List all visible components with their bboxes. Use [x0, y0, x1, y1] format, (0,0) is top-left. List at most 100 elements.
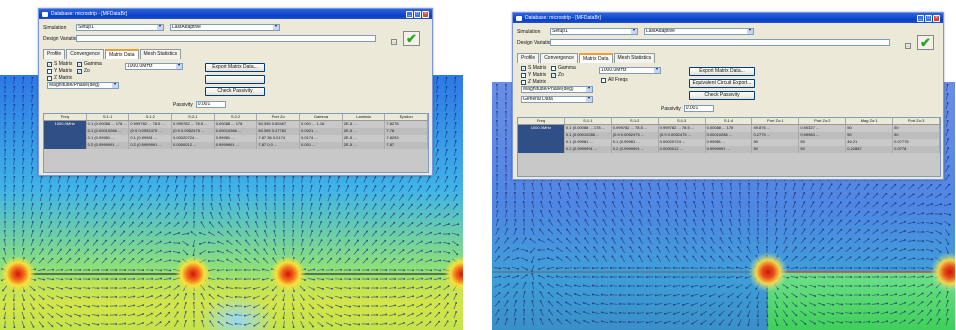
checkbox[interactable] — [47, 75, 52, 81]
field-vector-head — [209, 311, 212, 314]
field-vector — [388, 322, 396, 326]
field-vector — [66, 212, 70, 220]
field-vector-head — [225, 269, 228, 272]
field-vector-head — [243, 314, 246, 317]
checkbox[interactable] — [47, 68, 52, 74]
field-vector-head — [436, 76, 439, 79]
display-format-select[interactable]: Magnitude/Phase(deg) — [47, 82, 119, 89]
disabled-button[interactable] — [205, 75, 265, 84]
field-vector-head — [301, 175, 304, 178]
gamma-option[interactable]: ✓ Gamma — [77, 61, 102, 67]
field-vector — [317, 295, 323, 299]
simulation-select[interactable]: Setup1 — [76, 24, 164, 31]
field-vector — [22, 149, 24, 157]
minimize-button[interactable]: _ — [406, 10, 413, 18]
field-vector — [31, 104, 33, 112]
field-vector-head — [329, 221, 332, 224]
field-vector — [318, 240, 322, 246]
field-vector-head — [4, 193, 7, 196]
table-row[interactable]: 0.1 (0.99981 ... 0.1 (0.99981 ... 0.0002… — [44, 135, 428, 142]
field-vector-head — [150, 212, 152, 215]
column-header[interactable]: S:2:1 — [172, 114, 215, 120]
field-vector-head — [234, 295, 237, 298]
table-row[interactable]: 0.1 (0.00010286 ... (0.9 0.0052475 ... (… — [44, 128, 428, 135]
check-passivity-button[interactable]: Check Passivity — [205, 87, 265, 96]
passivity-field[interactable]: 0.001 — [195, 101, 226, 108]
checkbox[interactable]: ✓ — [77, 68, 82, 74]
field-vector — [318, 185, 322, 193]
field-vector-head — [168, 294, 171, 297]
y-matrix-option[interactable]: Y Matrix — [47, 68, 72, 74]
column-header[interactable]: S:1:2 — [129, 114, 173, 120]
field-vector — [739, 210, 741, 218]
field-vector — [872, 202, 878, 208]
field-vector-head — [803, 219, 806, 222]
field-vector-head — [931, 231, 934, 234]
column-header[interactable]: Lambda — [343, 114, 386, 120]
checkbox[interactable]: ✓ — [77, 61, 82, 67]
field-vector — [363, 204, 367, 210]
field-vector — [444, 321, 448, 327]
field-vector-head — [142, 286, 145, 289]
column-header[interactable]: S:1:1 — [87, 114, 130, 120]
column-header[interactable]: Epsilon — [385, 114, 428, 120]
field-vector-head — [88, 314, 91, 317]
field-vector-head — [140, 194, 143, 197]
column-header[interactable]: S:2:2 — [215, 114, 258, 120]
field-vector-head — [402, 212, 405, 215]
field-vector-head — [656, 246, 659, 249]
field-vector — [917, 184, 923, 190]
field-vector-head — [539, 219, 542, 222]
checkbox[interactable]: ✓ — [47, 61, 52, 67]
s-matrix-option[interactable]: ✓ S Matrix — [47, 61, 73, 67]
field-vector-head — [349, 278, 352, 281]
table-row[interactable]: 1000.0MHz 0.1 (0.00088 ... 178 ... 0.999… — [44, 121, 428, 128]
field-vector — [925, 222, 933, 224]
close-button[interactable]: × — [422, 10, 429, 18]
column-header[interactable]: Freq — [44, 114, 87, 120]
export-matrix-button[interactable]: Export Matrix Data... — [205, 63, 265, 72]
column-header[interactable]: Gamma — [300, 114, 343, 120]
field-vector-head — [376, 322, 379, 325]
field-vector-head — [411, 249, 414, 252]
field-vector — [344, 240, 350, 246]
field-vector-head — [456, 243, 459, 246]
field-vector — [227, 222, 233, 228]
field-vector-head — [922, 257, 925, 260]
field-vector — [21, 311, 25, 319]
field-vector-head — [683, 246, 686, 249]
maximize-button[interactable]: □ — [414, 10, 421, 18]
field-vector-head — [729, 218, 732, 221]
field-vector — [433, 269, 441, 271]
field-vector-head — [86, 185, 89, 187]
green-checkmark-icon[interactable]: ✔ — [403, 31, 420, 46]
design-variation-field[interactable] — [76, 35, 376, 42]
sweep-select[interactable]: LastAdaptive — [170, 24, 280, 31]
field-vector-head — [234, 322, 237, 325]
z-matrix-option[interactable]: Z Matrix — [47, 75, 72, 81]
zo-option[interactable]: ✓ Zo — [77, 68, 90, 74]
tab-profile[interactable]: Profile — [43, 49, 66, 59]
browse-button[interactable]: ... — [391, 39, 397, 45]
field-vector-head — [629, 201, 632, 203]
frequency-select[interactable]: 1000.0MHz — [125, 63, 183, 70]
field-vector-head — [254, 230, 257, 233]
field-vector — [925, 248, 933, 252]
field-vector-head — [31, 103, 34, 106]
field-vector-head — [638, 228, 641, 231]
tab-matrix-data[interactable]: Matrix Data — [104, 49, 139, 59]
field-vector-head — [513, 191, 516, 194]
field-vector — [57, 185, 61, 193]
field-vector — [444, 176, 448, 184]
matrix-data-dialog[interactable]: Database: microstrip - [MFDataBr] _ □ × … — [38, 8, 433, 176]
tab-convergence[interactable]: Convergence — [66, 49, 104, 59]
field-vector — [209, 286, 215, 290]
field-vector — [155, 321, 161, 327]
dialog-titlebar[interactable]: Database: microstrip - [MFDataBr] _ □ × — [39, 9, 432, 19]
table-row[interactable]: 0.2 (0.9999991 ... 0.2 (0.9999991 ... 0.… — [44, 142, 428, 149]
tab-mesh-statistics[interactable]: Mesh Statistics — [139, 49, 182, 59]
field-vector-head — [948, 183, 951, 186]
field-vector-head — [219, 184, 222, 187]
matrix-table[interactable]: Freq S:1:1 S:1:2 S:2:1 S:2:2 Port Zo Gam… — [43, 113, 429, 173]
column-header[interactable]: Port Zo — [257, 114, 301, 120]
